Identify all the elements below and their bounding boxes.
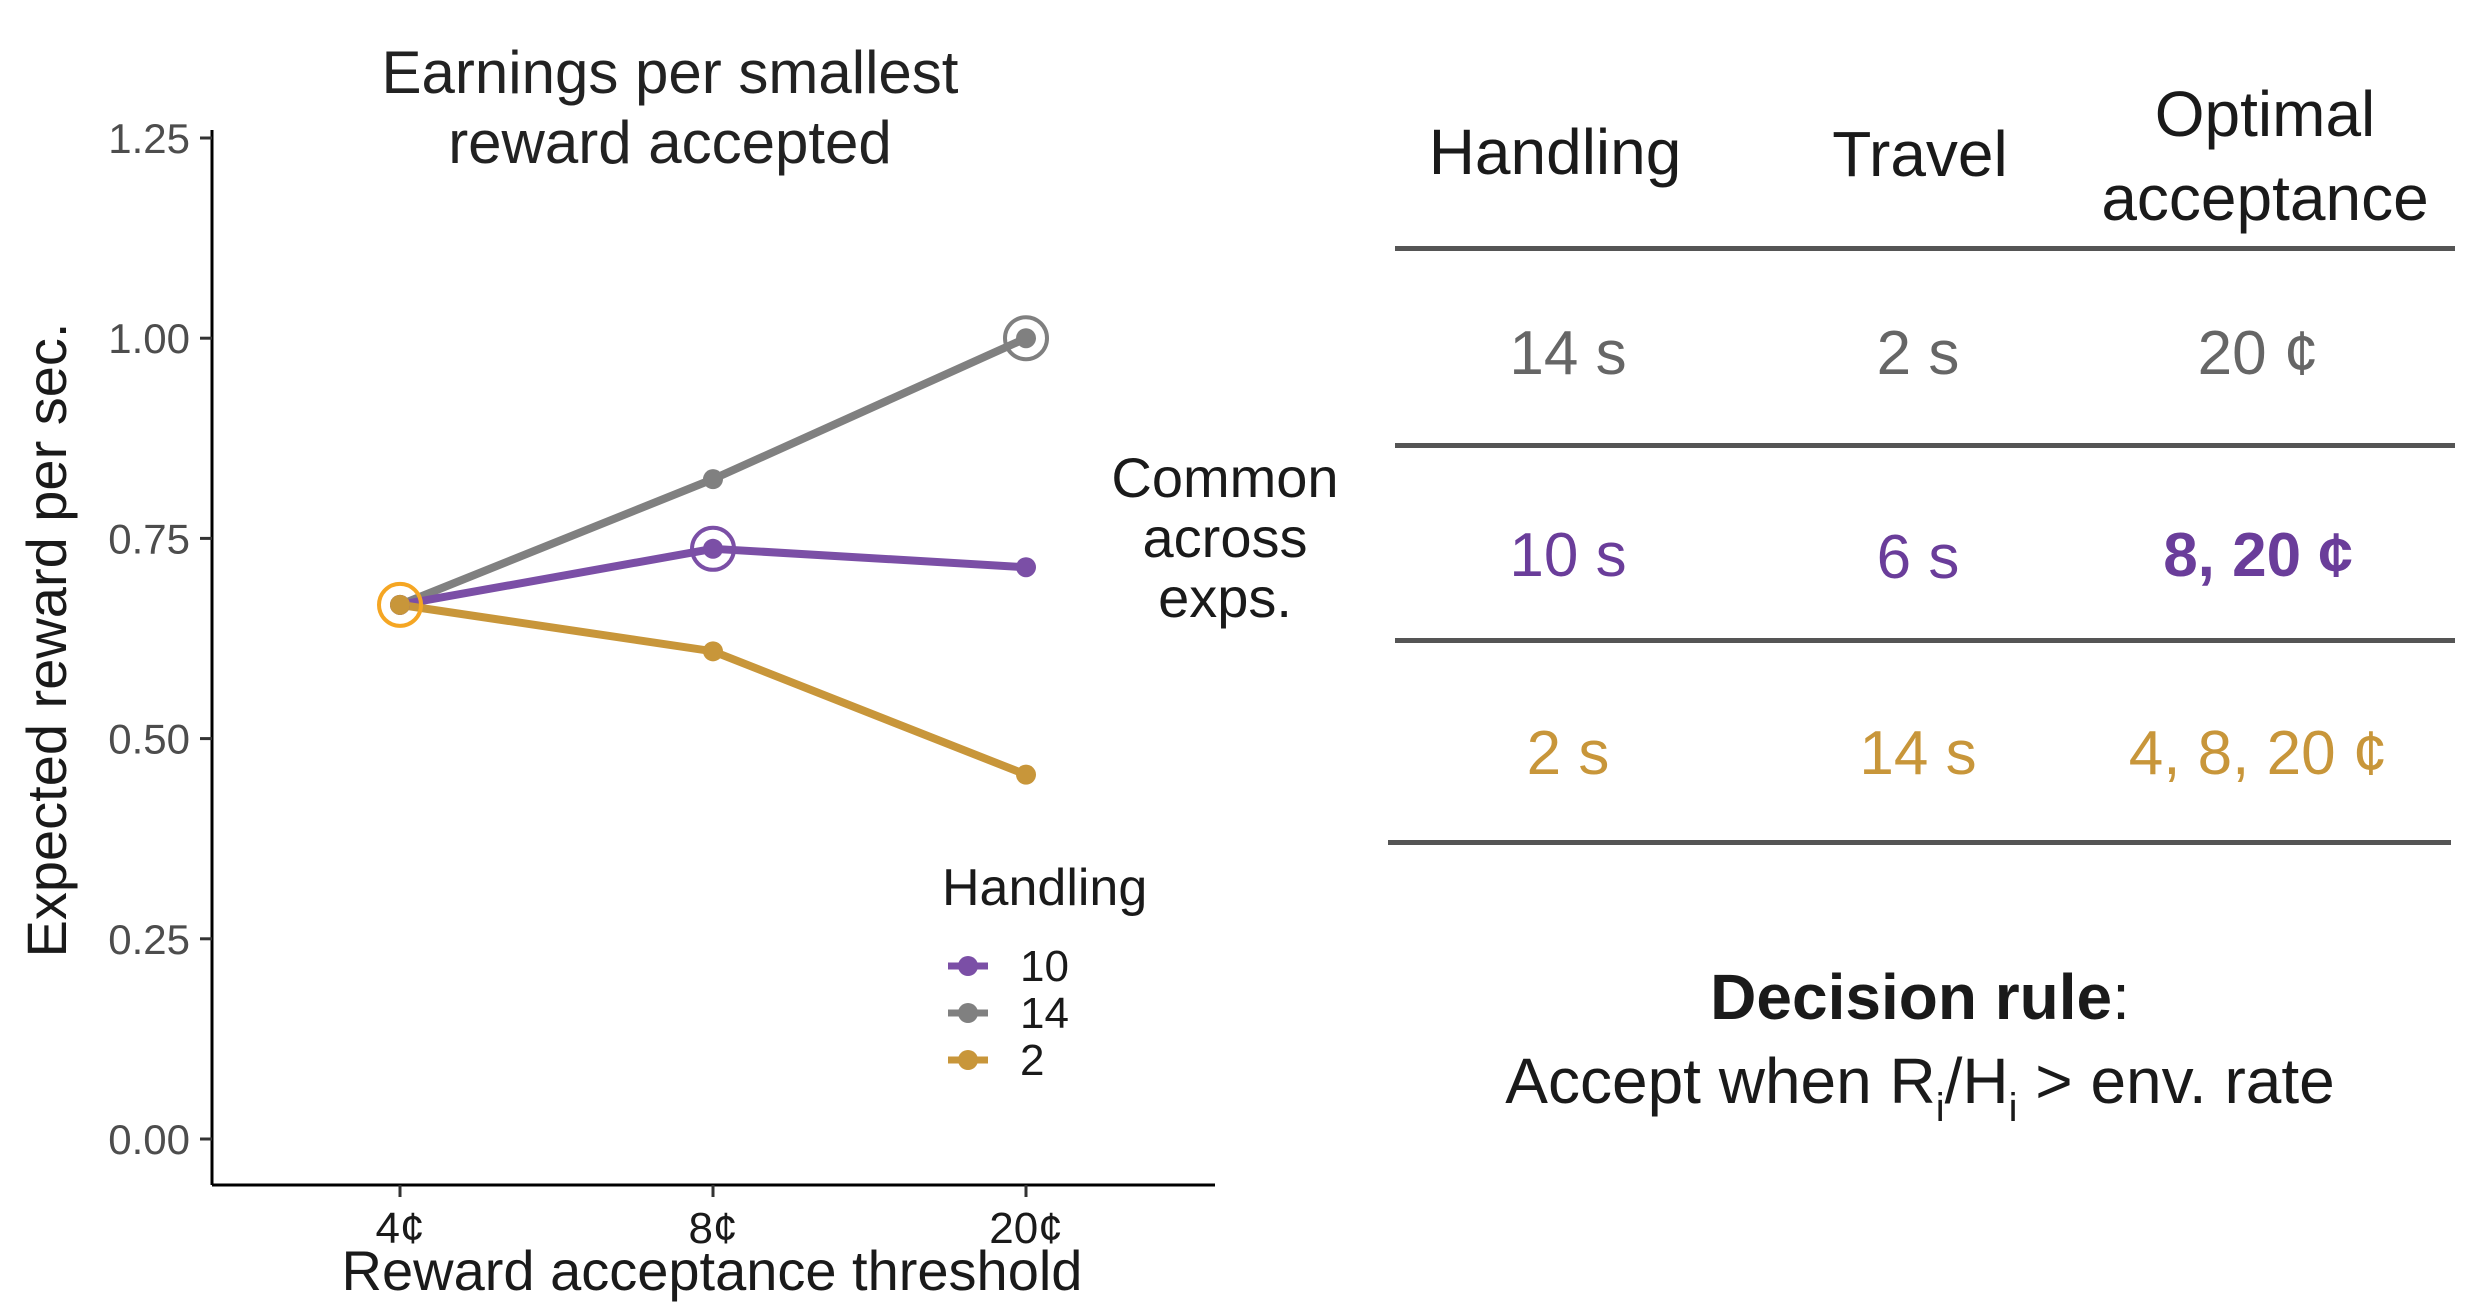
header-handling: Handling bbox=[1428, 116, 1682, 188]
chart-title: Earnings per smallest reward accepted bbox=[240, 38, 1100, 178]
cell-optimal: 8, 20 ¢ bbox=[2163, 521, 2353, 590]
table-rule-top bbox=[1395, 246, 2455, 251]
y-tick-label: 0.75 bbox=[108, 515, 190, 562]
data-point-10 bbox=[703, 538, 723, 559]
decision-rule-formula: Accept when Ri/Hi > env. rate bbox=[1420, 1044, 2420, 1131]
cell-handling: 10 s bbox=[1509, 521, 1627, 590]
cell-handling: 2 s bbox=[1526, 719, 1610, 788]
table-rule-2 bbox=[1395, 638, 2455, 643]
x-tick-label: 8¢ bbox=[689, 1204, 738, 1253]
cell-optimal: 4, 8, 20 ¢ bbox=[2128, 719, 2388, 788]
chart-title-line-2: reward accepted bbox=[448, 109, 892, 176]
y-tick-label: 0.50 bbox=[108, 716, 190, 763]
header-optimal-line-2: acceptance bbox=[2101, 162, 2429, 234]
y-tick-label: 0.25 bbox=[108, 916, 190, 963]
optimal-marker-10 bbox=[690, 525, 736, 572]
annotation-line-1: Common bbox=[1111, 446, 1339, 509]
formula-prefix: Accept when R bbox=[1505, 1045, 1936, 1117]
annotation-line-2: across bbox=[1142, 506, 1308, 569]
header-optimal-line-1: Optimal bbox=[2154, 78, 2376, 150]
cell-travel: 2 s bbox=[1876, 319, 1960, 388]
data-point-2 bbox=[390, 594, 410, 615]
table-rule-1 bbox=[1395, 443, 2455, 448]
x-tick-label: 4¢ bbox=[376, 1204, 425, 1253]
x-axis-label: Reward acceptance threshold bbox=[342, 1239, 1083, 1302]
decision-rule-colon: : bbox=[2112, 961, 2130, 1033]
decision-rule-heading: Decision rule: bbox=[1420, 960, 2420, 1034]
y-tick-label: 1.00 bbox=[108, 315, 190, 362]
annotation-line-3: exps. bbox=[1158, 566, 1292, 629]
data-point-14 bbox=[1016, 328, 1036, 349]
formula-sub-1: i bbox=[1935, 1086, 1945, 1130]
header-optimal: Optimal acceptance bbox=[2060, 72, 2470, 240]
cell-handling: 14 s bbox=[1509, 319, 1627, 388]
data-point-2 bbox=[1016, 764, 1036, 785]
legend-title: Handling bbox=[942, 859, 1147, 917]
cell-travel: 14 s bbox=[1859, 719, 1977, 788]
formula-slash: /H bbox=[1944, 1045, 2009, 1117]
legend-swatch-point bbox=[958, 956, 978, 976]
data-point-14 bbox=[703, 469, 723, 490]
formula-sub-2: i bbox=[2008, 1086, 2018, 1130]
header-travel: Travel bbox=[1832, 118, 2008, 190]
decision-rule: Decision rule: Accept when Ri/Hi > env. … bbox=[1420, 960, 2420, 1131]
series-line-2 bbox=[396, 600, 1030, 779]
table-rule-bottom bbox=[1388, 840, 2451, 845]
cell-optimal: 20 ¢ bbox=[2197, 319, 2319, 388]
y-tick-label: 0.00 bbox=[108, 1116, 190, 1163]
formula-suffix: > env. rate bbox=[2017, 1045, 2335, 1117]
optimal-marker-14 bbox=[1003, 315, 1049, 362]
legend-item-label: 14 bbox=[1020, 989, 1069, 1038]
y-tick-label: 1.25 bbox=[108, 115, 190, 162]
data-point-10 bbox=[1016, 557, 1036, 578]
line-chart: 0.00 0.25 0.50 0.75 1.00 1.25 4¢ 8¢ 20¢Reward ac… bbox=[15, 115, 1215, 1302]
legend-swatch-point bbox=[958, 1050, 978, 1070]
legend-item-label: 2 bbox=[1020, 1036, 1044, 1085]
chart-title-line-1: Earnings per smallest bbox=[381, 39, 959, 106]
cell-travel: 6 s bbox=[1876, 523, 1960, 592]
optimal-marker-2 bbox=[377, 581, 423, 628]
data-point-2 bbox=[703, 641, 723, 662]
legend-item-label: 10 bbox=[1020, 942, 1069, 991]
common-annotation: Common across exps. bbox=[1090, 448, 1360, 628]
decision-rule-bold: Decision rule bbox=[1710, 961, 2113, 1033]
x-tick-label: 20¢ bbox=[989, 1204, 1062, 1253]
y-axis-label: Expected reward per sec. bbox=[15, 323, 78, 958]
legend-swatch-point bbox=[958, 1003, 978, 1023]
